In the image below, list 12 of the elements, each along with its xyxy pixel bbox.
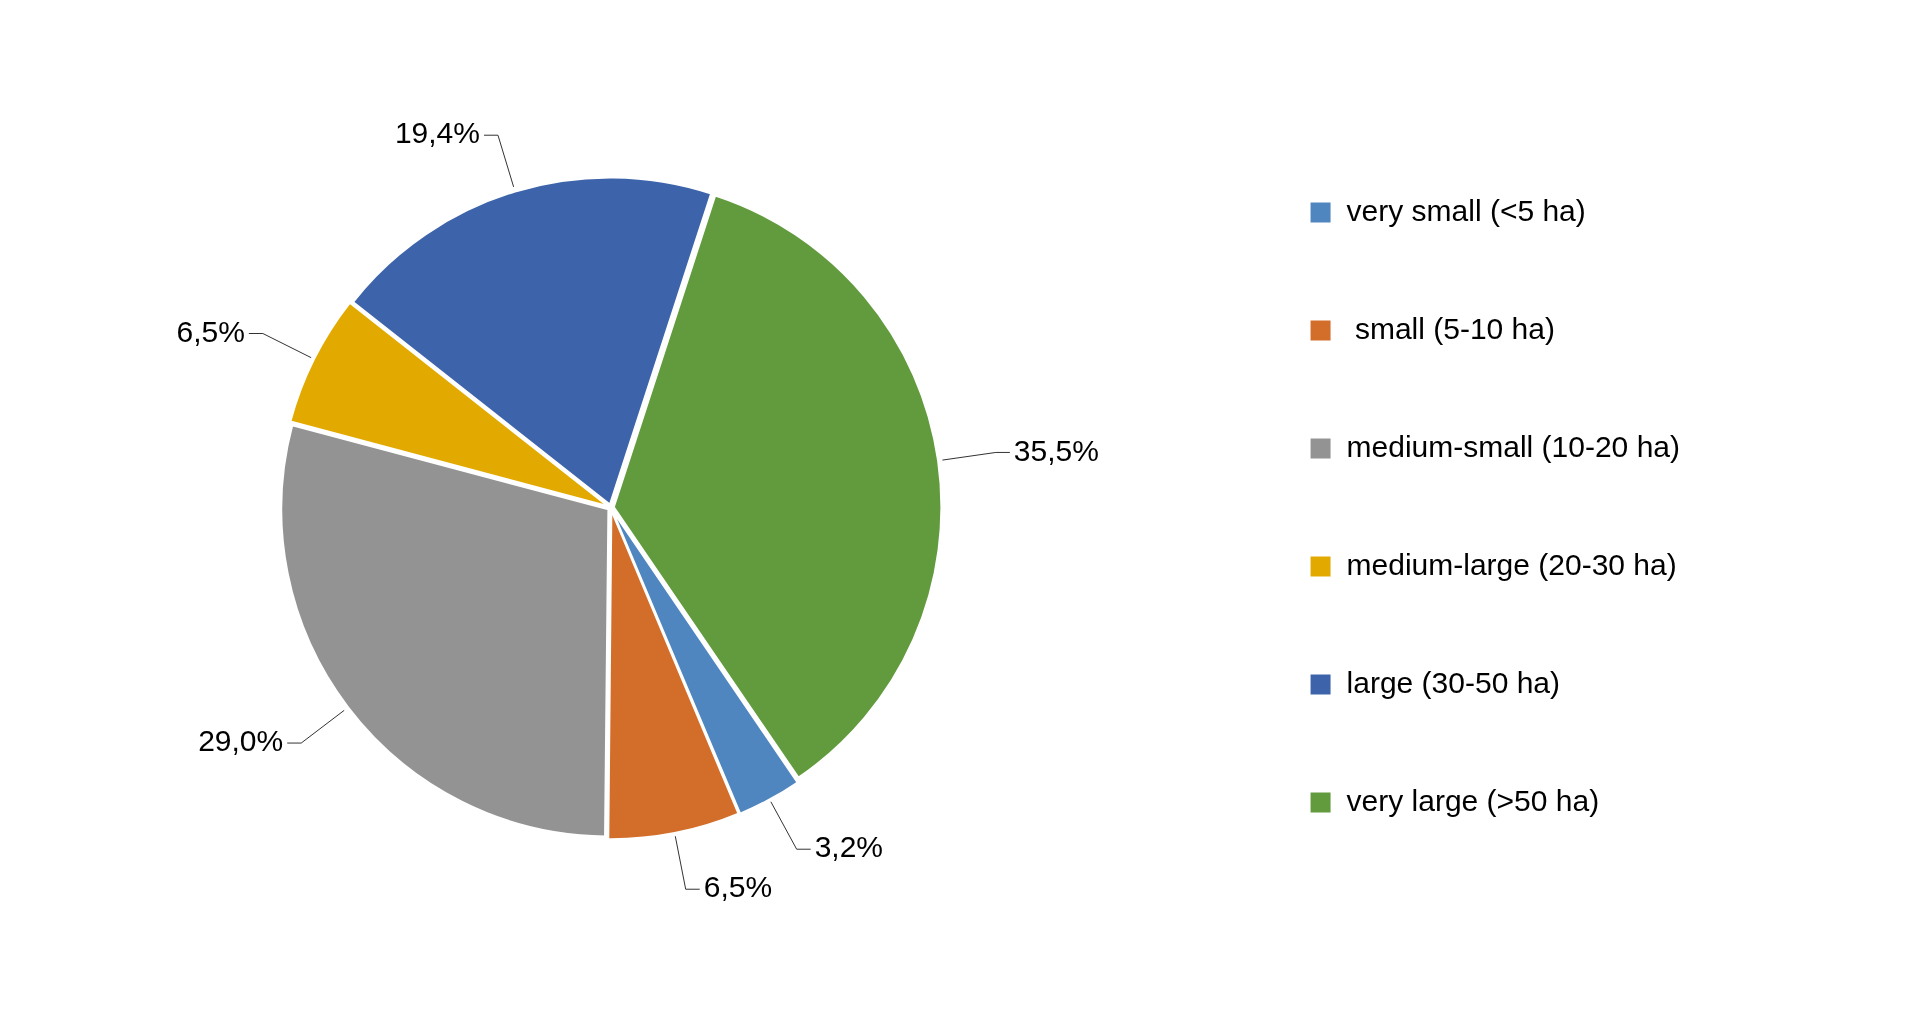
data-label: 19,4% xyxy=(394,116,480,150)
data-label: 3,2% xyxy=(814,830,884,864)
legend-label: large (30-50 ha) xyxy=(1346,665,1561,699)
legend-label: very small (<5 ha) xyxy=(1346,193,1586,227)
legend-label: very large (>50 ha) xyxy=(1346,783,1600,817)
legend-label: small (5-10 ha) xyxy=(1346,311,1555,345)
data-label: 35,5% xyxy=(1013,433,1099,467)
data-label: 29,0% xyxy=(198,724,284,758)
legend-label: medium-large (20-30 ha) xyxy=(1346,547,1677,581)
data-label: 6,5% xyxy=(703,870,773,904)
data-label: 6,5% xyxy=(176,314,245,348)
legend-label: medium-small (10-20 ha) xyxy=(1346,429,1681,463)
